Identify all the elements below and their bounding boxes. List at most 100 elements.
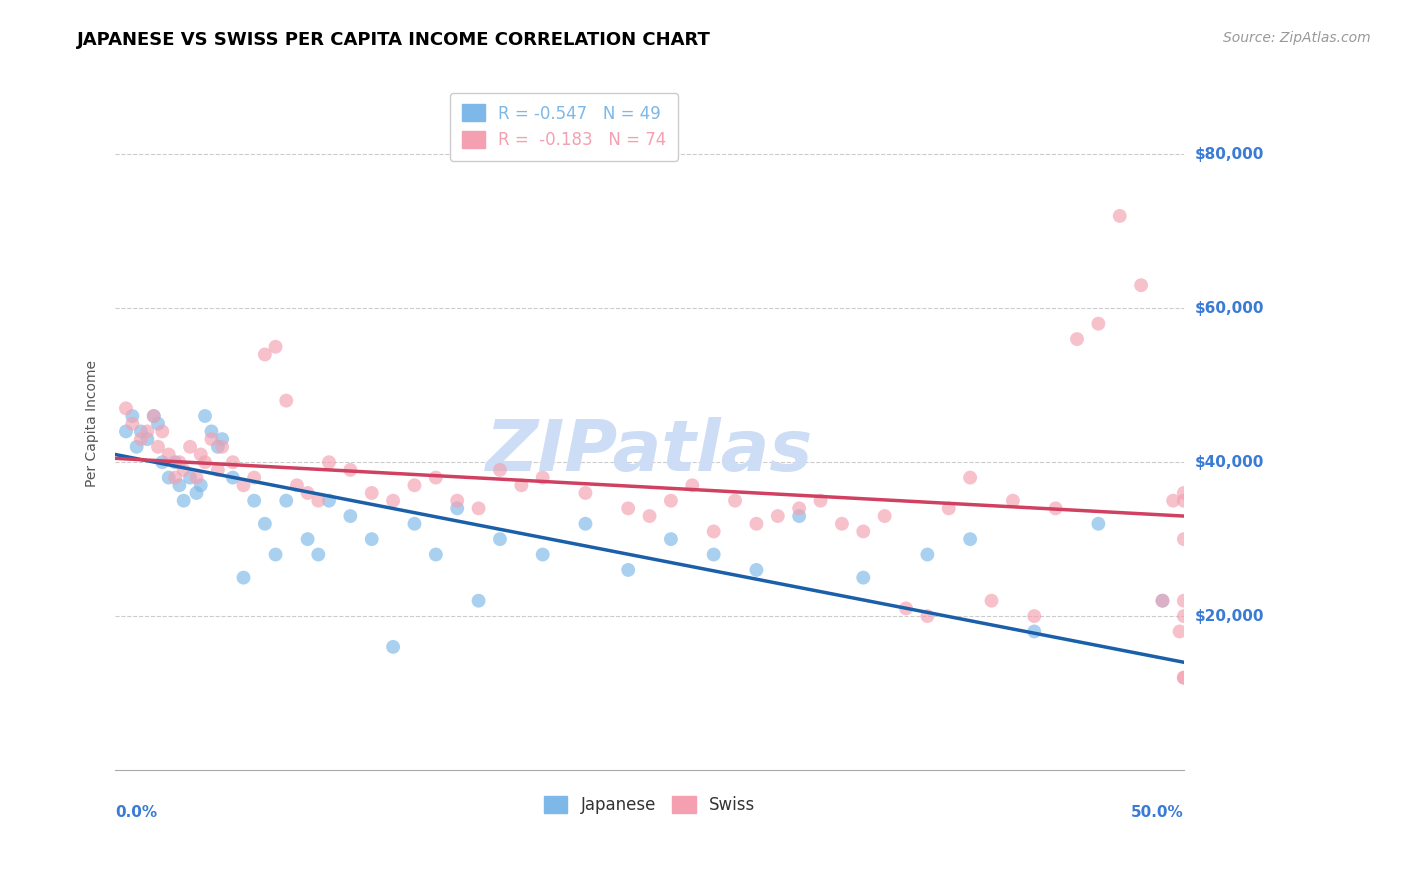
Point: [194, 455, 217, 469]
Point: [115, 401, 138, 416]
Point: [917, 548, 939, 562]
Point: [745, 563, 768, 577]
Point: [297, 532, 319, 546]
Point: [1173, 671, 1195, 685]
Point: [703, 524, 725, 539]
Point: [659, 493, 682, 508]
Point: [157, 448, 180, 462]
Text: JAPANESE VS SWISS PER CAPITA INCOME CORRELATION CHART: JAPANESE VS SWISS PER CAPITA INCOME CORR…: [77, 31, 711, 49]
Point: [339, 463, 361, 477]
Point: [253, 516, 276, 531]
Point: [425, 470, 447, 484]
Point: [150, 455, 173, 469]
Point: [1173, 593, 1195, 607]
Point: [894, 601, 917, 615]
Point: [404, 516, 426, 531]
Point: [222, 470, 245, 484]
Point: [787, 501, 810, 516]
Point: [339, 509, 361, 524]
Point: [446, 501, 468, 516]
Point: [129, 432, 152, 446]
Point: [190, 478, 212, 492]
Point: [165, 470, 187, 484]
Point: [617, 501, 640, 516]
Point: [243, 470, 266, 484]
Point: [276, 493, 298, 508]
Point: [810, 493, 832, 508]
Point: [1024, 624, 1046, 639]
Point: [1173, 671, 1195, 685]
Point: [136, 425, 159, 439]
Point: [173, 493, 195, 508]
Text: $80,000: $80,000: [1195, 147, 1264, 161]
Point: [264, 548, 287, 562]
Point: [1001, 493, 1024, 508]
Point: [766, 509, 789, 524]
Point: [360, 532, 382, 546]
Point: [638, 509, 661, 524]
Point: [211, 432, 233, 446]
Point: [1152, 593, 1174, 607]
Point: [873, 509, 896, 524]
Point: [1168, 624, 1191, 639]
Point: [959, 532, 981, 546]
Point: [745, 516, 768, 531]
Point: [200, 425, 222, 439]
Point: [1173, 493, 1195, 508]
Point: [724, 493, 747, 508]
Point: [179, 440, 201, 454]
Point: [232, 571, 254, 585]
Point: [787, 509, 810, 524]
Point: [1161, 493, 1184, 508]
Text: $40,000: $40,000: [1195, 455, 1264, 470]
Point: [200, 432, 222, 446]
Point: [1066, 332, 1088, 346]
Point: [253, 347, 276, 361]
Point: [207, 463, 229, 477]
Point: [142, 409, 165, 423]
Point: [186, 470, 208, 484]
Point: [531, 548, 554, 562]
Point: [831, 516, 853, 531]
Point: [121, 409, 143, 423]
Point: [959, 470, 981, 484]
Point: [243, 493, 266, 508]
Point: [186, 486, 208, 500]
Point: [157, 470, 180, 484]
Point: [980, 593, 1002, 607]
Text: 0.0%: 0.0%: [115, 805, 157, 820]
Point: [222, 455, 245, 469]
Point: [169, 455, 191, 469]
Point: [531, 470, 554, 484]
Text: ZIPatlas: ZIPatlas: [486, 417, 813, 486]
Text: Source: ZipAtlas.com: Source: ZipAtlas.com: [1223, 31, 1371, 45]
Y-axis label: Per Capita Income: Per Capita Income: [86, 360, 100, 487]
Point: [574, 486, 596, 500]
Point: [574, 516, 596, 531]
Point: [382, 640, 405, 654]
Point: [1173, 532, 1195, 546]
Point: [681, 478, 703, 492]
Point: [852, 524, 875, 539]
Point: [165, 455, 187, 469]
Point: [1108, 209, 1130, 223]
Point: [129, 425, 152, 439]
Legend: Japanese, Swiss: Japanese, Swiss: [534, 786, 765, 824]
Point: [297, 486, 319, 500]
Point: [489, 463, 512, 477]
Point: [938, 501, 960, 516]
Point: [1130, 278, 1153, 293]
Point: [232, 478, 254, 492]
Point: [121, 417, 143, 431]
Text: 50.0%: 50.0%: [1130, 805, 1184, 820]
Text: $20,000: $20,000: [1195, 608, 1264, 624]
Point: [125, 440, 148, 454]
Point: [318, 455, 340, 469]
Point: [1173, 486, 1195, 500]
Point: [703, 548, 725, 562]
Point: [318, 493, 340, 508]
Point: [467, 501, 489, 516]
Point: [617, 563, 640, 577]
Point: [489, 532, 512, 546]
Point: [1087, 317, 1109, 331]
